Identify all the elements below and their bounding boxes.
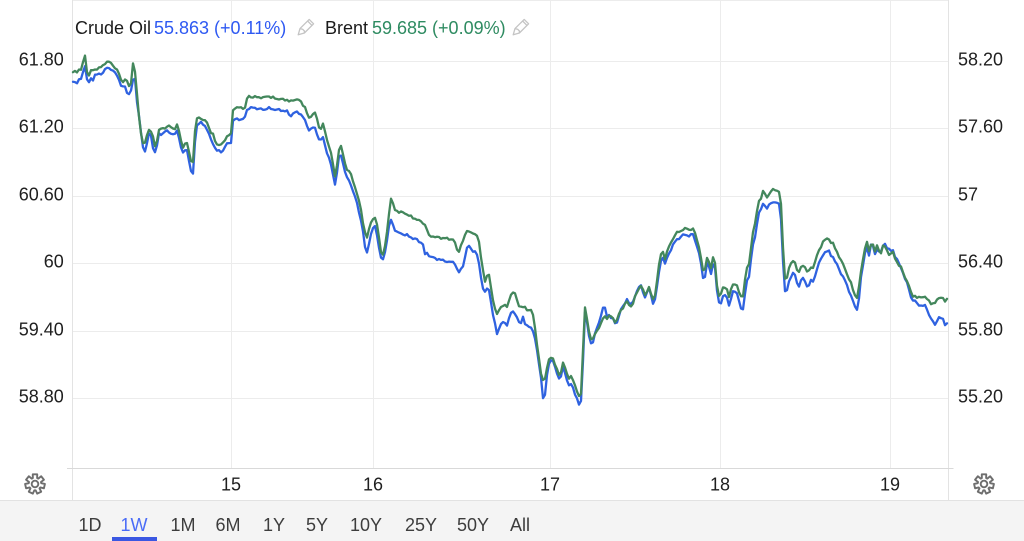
svg-text:57: 57	[958, 185, 978, 205]
svg-text:16: 16	[363, 475, 383, 495]
svg-text:58.20: 58.20	[958, 50, 1003, 70]
svg-text:56.40: 56.40	[958, 252, 1003, 272]
svg-text:57.60: 57.60	[958, 117, 1003, 137]
svg-text:61.20: 61.20	[19, 117, 64, 137]
svg-text:18: 18	[710, 475, 730, 495]
svg-text:60: 60	[44, 252, 64, 272]
svg-text:60.60: 60.60	[19, 185, 64, 205]
svg-text:17: 17	[540, 475, 560, 495]
svg-text:59.40: 59.40	[19, 320, 64, 340]
svg-text:19: 19	[880, 475, 900, 495]
svg-text:55.80: 55.80	[958, 320, 1003, 340]
svg-text:61.80: 61.80	[19, 50, 64, 70]
svg-text:15: 15	[221, 475, 241, 495]
svg-text:58.80: 58.80	[19, 387, 64, 407]
svg-text:55.20: 55.20	[958, 387, 1003, 407]
